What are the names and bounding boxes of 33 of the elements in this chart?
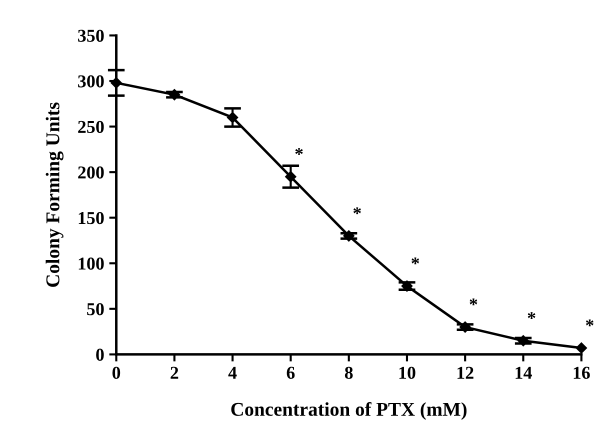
y-tick-label: 200: [78, 166, 104, 179]
point: [518, 335, 529, 346]
point: [226, 112, 238, 124]
y-tick-label: 50: [87, 303, 104, 316]
x-tick-label: 4: [228, 366, 237, 379]
y-tick-label: 150: [78, 212, 104, 224]
x-tick-label: 8: [344, 366, 353, 379]
annotation: *: [295, 148, 303, 155]
point: [168, 89, 180, 100]
x-tick-label: 14: [516, 366, 532, 379]
x-tick-label: 16: [574, 366, 590, 379]
x-tick-label: 0: [112, 366, 120, 379]
annotation: *: [353, 207, 361, 214]
point: [285, 171, 296, 182]
x-tick-label: 12: [458, 366, 474, 379]
point: [401, 280, 413, 292]
x-tick-label: 10: [399, 366, 416, 379]
annotation: *: [470, 298, 478, 306]
x-axis-title: Concentration of PTX (mM): [231, 402, 467, 420]
x-tick-label: 2: [170, 366, 178, 379]
y-axis-title: Colony Forming Units: [46, 102, 64, 287]
annotation: *: [528, 312, 536, 319]
point: [343, 230, 354, 242]
point: [460, 321, 471, 333]
x-tick-label: 6: [286, 366, 295, 379]
y-tick-label: 300: [78, 75, 104, 88]
y-tick-label: 250: [78, 120, 104, 134]
y-tick-label: 100: [78, 258, 104, 270]
annotation: *: [412, 257, 420, 264]
y-tick-label: 350: [78, 30, 104, 42]
y-tick-label: 0: [96, 348, 104, 361]
point: [576, 342, 588, 354]
annotation: *: [586, 319, 594, 326]
